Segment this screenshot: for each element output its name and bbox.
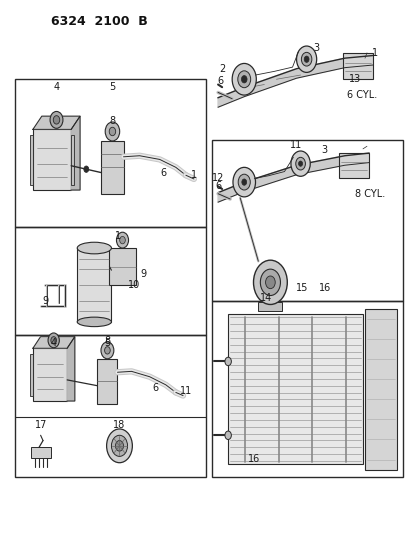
Bar: [365, 309, 397, 470]
Bar: [101, 141, 124, 193]
Bar: [33, 348, 67, 401]
Bar: [33, 130, 71, 190]
Text: 6: 6: [153, 383, 159, 393]
Circle shape: [232, 63, 256, 95]
Circle shape: [104, 346, 110, 354]
Text: 8 CYL.: 8 CYL.: [355, 189, 385, 199]
Circle shape: [291, 151, 310, 176]
Ellipse shape: [77, 242, 111, 254]
Text: 3: 3: [322, 146, 328, 156]
Text: 1: 1: [372, 48, 378, 58]
Text: 6: 6: [161, 167, 167, 177]
Text: 4: 4: [53, 82, 60, 92]
Polygon shape: [33, 116, 80, 130]
Circle shape: [260, 269, 280, 295]
Bar: [258, 302, 282, 311]
Text: 12: 12: [212, 173, 224, 183]
Circle shape: [116, 232, 129, 248]
Circle shape: [233, 167, 255, 197]
Circle shape: [84, 166, 89, 172]
Circle shape: [101, 342, 114, 359]
Circle shape: [120, 237, 125, 244]
Text: 9: 9: [140, 269, 146, 279]
Circle shape: [105, 122, 120, 141]
Text: 2: 2: [219, 64, 225, 74]
Text: 8: 8: [109, 116, 115, 126]
Text: 6 CYL.: 6 CYL.: [347, 90, 377, 100]
Bar: [31, 447, 51, 458]
Bar: [15, 227, 206, 335]
Text: 3: 3: [314, 43, 320, 53]
Circle shape: [242, 179, 247, 185]
Text: 14: 14: [260, 293, 273, 303]
Text: 11: 11: [290, 140, 303, 150]
Text: 5: 5: [109, 82, 115, 92]
Bar: [77, 248, 111, 322]
Circle shape: [238, 71, 251, 88]
Circle shape: [111, 435, 128, 456]
Bar: [98, 359, 118, 403]
Circle shape: [115, 441, 124, 451]
Text: 9: 9: [42, 296, 48, 306]
Circle shape: [225, 357, 231, 366]
Text: 6324  2100  B: 6324 2100 B: [51, 15, 148, 28]
Text: 13: 13: [349, 74, 361, 84]
Text: 18: 18: [113, 419, 126, 430]
Circle shape: [304, 56, 309, 62]
Circle shape: [238, 174, 250, 190]
Text: 11: 11: [180, 386, 192, 396]
Circle shape: [266, 276, 275, 289]
Text: 10: 10: [128, 280, 140, 290]
Circle shape: [242, 76, 247, 83]
Bar: [15, 335, 206, 478]
Text: 1: 1: [191, 170, 197, 180]
Circle shape: [302, 52, 312, 66]
Bar: [228, 314, 363, 464]
Bar: [71, 135, 74, 185]
Text: 15: 15: [296, 282, 309, 293]
Circle shape: [299, 161, 303, 166]
Circle shape: [109, 127, 115, 136]
Bar: [343, 53, 373, 79]
Bar: [30, 135, 33, 185]
Bar: [15, 79, 206, 227]
Text: 16: 16: [319, 282, 331, 293]
Circle shape: [296, 157, 306, 170]
Circle shape: [253, 260, 287, 304]
Ellipse shape: [77, 317, 111, 327]
Circle shape: [48, 333, 59, 348]
Circle shape: [53, 116, 60, 124]
Circle shape: [50, 111, 63, 128]
Text: 16: 16: [248, 454, 261, 464]
Text: 5: 5: [104, 338, 111, 348]
Text: 17: 17: [35, 419, 47, 430]
Circle shape: [51, 337, 56, 344]
Polygon shape: [71, 116, 80, 190]
Bar: [212, 301, 403, 478]
Text: 1: 1: [115, 231, 122, 241]
Bar: [212, 140, 403, 301]
Polygon shape: [218, 153, 369, 202]
Text: 8: 8: [104, 336, 111, 346]
Bar: [109, 248, 135, 285]
Polygon shape: [67, 337, 75, 401]
Polygon shape: [33, 337, 75, 348]
Polygon shape: [218, 55, 373, 107]
Text: 6: 6: [215, 181, 221, 191]
Bar: [30, 353, 33, 395]
Circle shape: [225, 431, 231, 440]
Text: 6: 6: [217, 76, 223, 86]
Circle shape: [297, 46, 317, 72]
Text: 4: 4: [51, 338, 57, 348]
Bar: [339, 152, 369, 178]
Circle shape: [106, 429, 132, 463]
